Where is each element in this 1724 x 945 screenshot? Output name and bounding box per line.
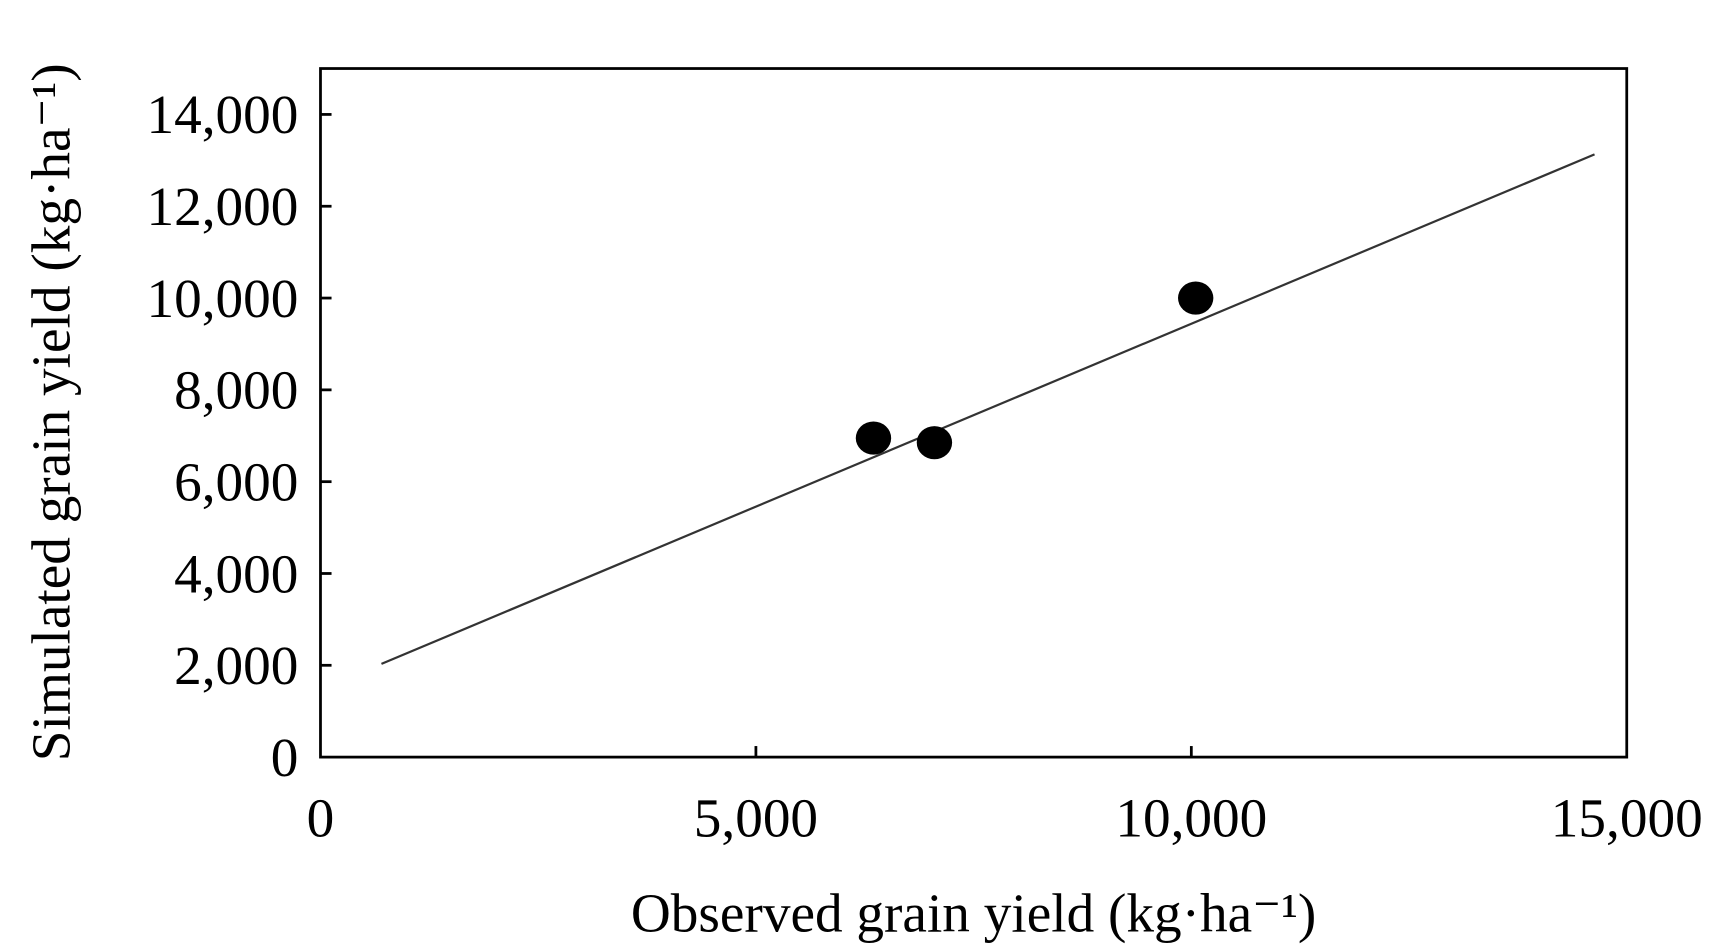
x-tick-label: 5,000 <box>694 788 818 849</box>
data-point <box>916 426 953 460</box>
x-tick-label: 10,000 <box>1115 788 1267 849</box>
y-tick-label: 10,000 <box>146 268 298 329</box>
y-tick-label: 4,000 <box>174 543 298 604</box>
y-tick-label: 6,000 <box>174 451 298 512</box>
x-tick-label: 0 <box>307 788 335 849</box>
plot-frame <box>319 67 1629 759</box>
y-tick-label: 12,000 <box>146 176 298 237</box>
x-axis-label: Observed grain yield (kg·ha⁻¹) <box>631 883 1316 944</box>
y-tick-label: 8,000 <box>174 360 298 421</box>
y-tick-label: 0 <box>271 727 299 788</box>
data-point <box>855 421 892 455</box>
x-axis-ticks: 0 5,000 10,000 15,000 <box>307 746 1703 849</box>
data-points <box>855 281 1214 460</box>
x-tick-label: 15,000 <box>1551 788 1703 849</box>
y-tick-label: 2,000 <box>174 635 298 696</box>
y-tick-label: 14,000 <box>146 84 298 145</box>
y-axis-label: Simulated grain yield (kg·ha⁻¹) <box>21 63 82 761</box>
y-axis-ticks: 0 2,000 4,000 6,000 8,000 10,000 12,000 14,000 <box>146 84 332 788</box>
data-point <box>1178 281 1214 315</box>
regression-line <box>381 153 1595 665</box>
